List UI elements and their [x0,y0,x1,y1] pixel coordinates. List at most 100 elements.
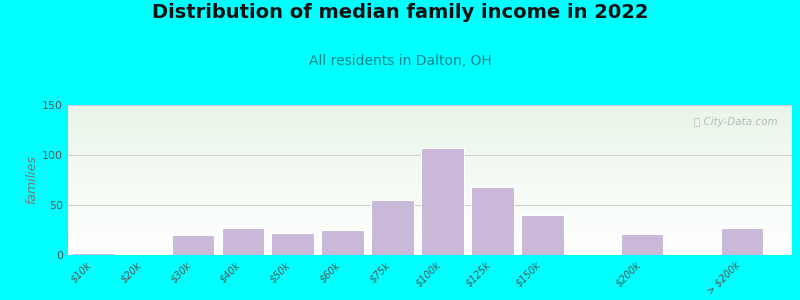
Bar [422,148,464,255]
Bar [68,216,792,217]
Bar [68,203,792,204]
Bar [68,118,792,119]
Bar [68,177,792,178]
Bar [68,117,792,118]
Bar [68,113,792,114]
Bar [68,127,792,128]
Bar [68,180,792,181]
Bar [68,115,792,116]
Bar [68,222,792,223]
Bar [68,253,792,254]
Bar [68,133,792,134]
Bar [271,233,314,255]
Bar [68,197,792,198]
Bar [68,151,792,152]
Bar [68,156,792,157]
Bar [68,223,792,224]
Bar [68,135,792,136]
Bar [68,239,792,240]
Bar [68,165,792,166]
Bar [68,159,792,160]
Bar [68,182,792,183]
Bar [68,110,792,111]
Bar [721,228,763,255]
Bar [68,228,792,229]
Bar [68,248,792,249]
Bar [68,178,792,179]
Bar [68,242,792,243]
Bar [68,125,792,126]
Bar [68,107,792,108]
Bar [68,236,792,237]
Bar [68,187,792,188]
Bar [68,173,792,174]
Bar [68,130,792,131]
Bar [68,205,792,206]
Text: All residents in Dalton, OH: All residents in Dalton, OH [309,54,491,68]
Bar [68,219,792,220]
Bar [68,226,792,227]
Bar [172,235,214,255]
Bar [68,195,792,196]
Bar [68,241,792,242]
Bar [68,232,792,233]
Bar [68,250,792,251]
Bar [68,230,792,231]
Bar [68,120,792,121]
Bar [68,231,792,232]
Bar [68,137,792,138]
Bar [68,199,792,200]
Bar [68,114,792,115]
Bar [68,158,792,159]
Text: Distribution of median family income in 2022: Distribution of median family income in … [152,3,648,22]
Bar [222,228,264,255]
Bar [68,126,792,127]
Text: Ⓢ City-Data.com: Ⓢ City-Data.com [694,117,778,127]
Bar [68,247,792,248]
Bar [68,183,792,184]
Bar [68,150,792,151]
Bar [68,123,792,124]
Bar [68,218,792,219]
Bar [68,229,792,230]
Bar [68,184,792,185]
Bar [68,246,792,247]
Bar [68,170,792,171]
Bar [68,181,792,182]
Bar [68,186,792,187]
Bar [68,141,792,142]
Bar [68,174,792,175]
Bar [68,144,792,145]
Bar [68,192,792,193]
Bar [68,119,792,120]
Bar [521,215,563,255]
Bar [68,147,792,148]
Bar [68,154,792,155]
Bar [68,142,792,143]
Bar [68,136,792,137]
Bar [371,200,414,255]
Bar [68,201,792,202]
Bar [68,237,792,238]
Bar [68,169,792,170]
Bar [68,249,792,250]
Bar [68,200,792,201]
Bar [68,240,792,241]
Bar [68,140,792,141]
Bar [68,235,792,236]
Bar [68,145,792,146]
Bar [68,211,792,212]
Bar [68,191,792,192]
Bar [68,175,792,176]
Bar [68,194,792,195]
Bar [68,139,792,140]
Bar [621,234,663,255]
Bar [68,213,792,214]
Bar [68,138,792,139]
Bar [68,238,792,239]
Bar [68,168,792,169]
Bar [68,234,792,235]
Bar [68,190,792,191]
Bar [68,188,792,189]
Bar [68,204,792,205]
